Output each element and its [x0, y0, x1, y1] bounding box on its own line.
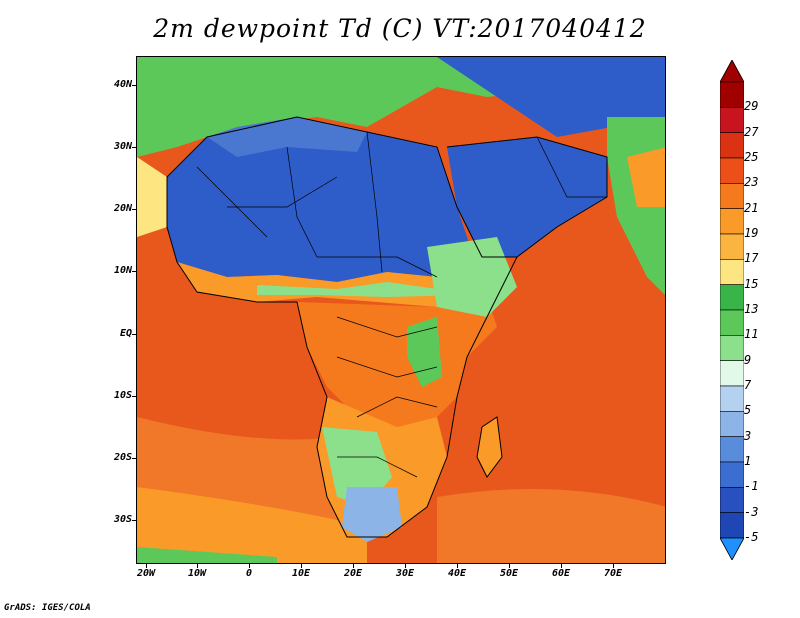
colorbar-segment	[720, 411, 744, 437]
lat-tick	[132, 271, 136, 272]
colorbar-segment	[720, 360, 744, 387]
antarctic-edge	[137, 547, 277, 563]
lon-tick	[249, 564, 250, 568]
colorbar-segment	[720, 461, 744, 488]
sahel-green-band	[257, 282, 467, 297]
colorbar-label: 21	[744, 200, 759, 215]
lat-tick	[132, 209, 136, 210]
colorbar-label: 23	[744, 175, 759, 190]
lat-label-20n: 20N	[113, 203, 132, 214]
great-lakes-region	[407, 317, 442, 387]
arabia-region	[447, 137, 607, 257]
colorbar-label: 11	[744, 327, 759, 342]
lon-tick	[197, 564, 198, 568]
colorbar-label: 17	[744, 251, 759, 266]
colorbar-segment	[720, 436, 744, 463]
lat-label-20s: 20S	[113, 452, 132, 463]
lon-tick	[613, 564, 614, 568]
lon-label-20e: 20E	[343, 568, 363, 579]
colorbar-label: 25	[744, 150, 759, 164]
dewpoint-map	[137, 57, 665, 563]
lat-tick	[132, 85, 136, 86]
lat-tick	[132, 334, 136, 335]
colorbar-segment	[720, 284, 744, 311]
colorbar-label: 3	[744, 428, 752, 443]
colorbar-bottom-arrow	[720, 537, 744, 560]
country-borders	[196, 131, 607, 478]
colorbar-label: 27	[744, 124, 759, 139]
lon-tick	[561, 564, 562, 568]
lat-tick	[132, 396, 136, 397]
colorbar-segment	[720, 183, 744, 209]
lat-label-10n: 10N	[113, 265, 132, 276]
grads-credit: GrADS: IGES/COLA	[4, 603, 91, 613]
iberia-region	[137, 57, 227, 117]
india-warm-patch	[627, 147, 665, 207]
colorbar-segment	[720, 233, 744, 260]
africa-coastline	[166, 116, 518, 538]
madagascar-coastline	[476, 416, 503, 478]
lon-label-50e: 50E	[499, 568, 519, 579]
lon-label-40e: 40E	[447, 568, 467, 579]
colorbar-segment	[720, 309, 744, 336]
colorbar-label: 1	[744, 454, 752, 468]
south-atlantic-band-2	[137, 487, 367, 563]
lon-label-70e: 70E	[603, 568, 623, 579]
colorbar-segment	[720, 487, 744, 513]
lon-tick	[353, 564, 354, 568]
colorbar-segment	[720, 81, 744, 108]
colorbar-label: 5	[744, 403, 752, 418]
colorbar-segment	[720, 132, 744, 159]
lon-tick	[146, 564, 147, 568]
lon-tick	[509, 564, 510, 568]
colorbar-label: 9	[744, 352, 752, 367]
lon-label-60e: 60E	[551, 568, 571, 579]
lon-tick	[301, 564, 302, 568]
lon-tick	[457, 564, 458, 568]
colorbar-label: 13	[744, 302, 759, 316]
central-africa-region	[297, 297, 497, 427]
colorbar-segment	[720, 259, 744, 285]
colorbar-label: 15	[744, 276, 759, 291]
west-coast-band	[137, 157, 167, 237]
lat-label-40n: 40N	[113, 79, 132, 90]
colorbar-top-arrow	[720, 60, 744, 83]
colorbar-label: 19	[744, 226, 759, 240]
lat-label-30n: 30N	[113, 141, 132, 152]
colorbar-label: -1	[744, 479, 759, 494]
lon-label-10w: 10W	[187, 568, 207, 579]
colorbar-label: -5	[744, 530, 759, 544]
south-africa-dry	[342, 487, 402, 542]
map-panel	[136, 56, 666, 564]
colorbar-segment	[720, 385, 744, 412]
madagascar	[477, 417, 502, 477]
colorbar-label: 7	[744, 378, 752, 392]
lat-label-30s: 30S	[113, 514, 132, 525]
lat-tick	[132, 147, 136, 148]
south-indian-band	[437, 489, 665, 563]
colorbar-segment	[720, 208, 744, 235]
lon-label-10e: 10E	[291, 568, 311, 579]
colorbar-label: -3	[744, 504, 759, 519]
lon-label-20w: 20W	[136, 568, 156, 579]
colorbar	[720, 60, 744, 560]
sahara-dry-region	[167, 117, 477, 282]
colorbar-segment	[720, 512, 744, 539]
chart-title: 2m dewpoint Td (C) VT:2017040412	[153, 14, 647, 43]
lat-label-eq: EQ	[119, 328, 132, 339]
lon-tick	[405, 564, 406, 568]
colorbar-segment	[720, 335, 744, 361]
lon-label-0: 0	[245, 568, 253, 579]
maghreb-region	[207, 117, 367, 157]
lon-label-30e: 30E	[395, 568, 415, 579]
colorbar-segment	[720, 157, 744, 184]
lat-label-10s: 10S	[113, 390, 132, 401]
colorbar-label: 29	[744, 99, 759, 114]
lat-tick	[132, 520, 136, 521]
lat-tick	[132, 458, 136, 459]
colorbar-segment	[720, 107, 744, 133]
